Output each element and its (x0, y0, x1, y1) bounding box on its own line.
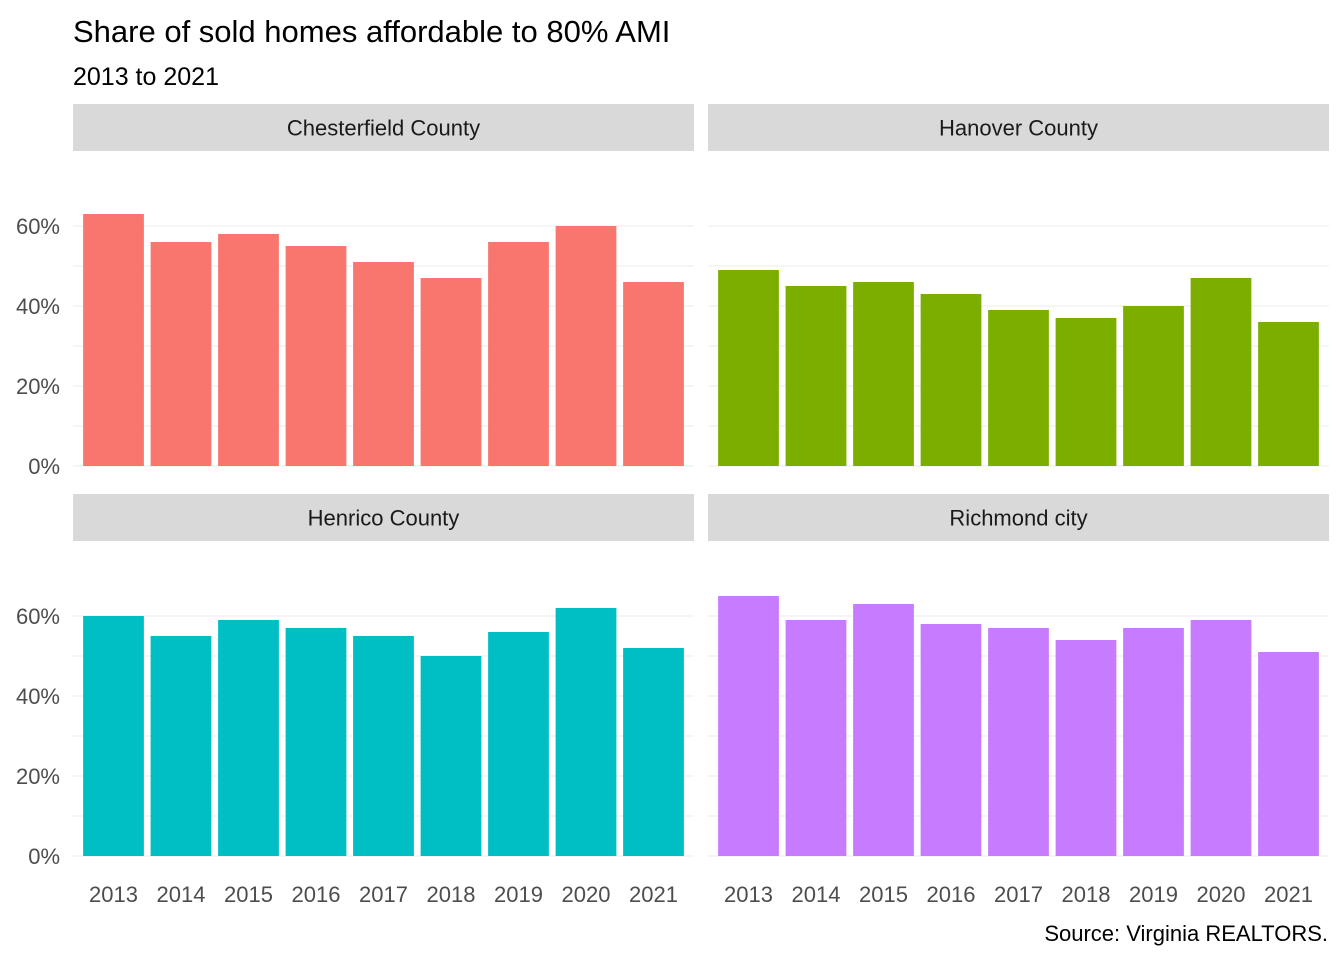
panel-chesterfield-county: Chesterfield County 0% 20% 40% 60% (16, 104, 694, 479)
bar-chesterfield-county-2020 (555, 226, 617, 466)
x-tick-label: 2018 (1062, 882, 1111, 907)
bar-richmond-city-2015 (853, 604, 914, 856)
bar-richmond-city-2019 (1123, 628, 1184, 856)
x-tick-label: 2015 (859, 882, 908, 907)
x-tick-label: 2017 (359, 882, 408, 907)
bar-hanover-county-2020 (1190, 278, 1252, 466)
y-tick-label: 60% (16, 604, 60, 629)
x-tick-label: 2021 (1264, 882, 1313, 907)
x-tick-label: 2016 (292, 882, 341, 907)
chart-caption: Source: Virginia REALTORS. (1044, 921, 1328, 946)
x-tick-label: 2021 (629, 882, 678, 907)
y-tick-label: 60% (16, 214, 60, 239)
bar-chesterfield-county-2016 (285, 246, 347, 466)
bar-hanover-county-2021 (1258, 322, 1319, 466)
y-tick-label: 20% (16, 374, 60, 399)
y-tick-label: 40% (16, 684, 60, 709)
x-tick-label: 2017 (994, 882, 1043, 907)
facet-strip-label-henrico-county: Henrico County (308, 506, 460, 531)
x-tick-label: 2013 (89, 882, 138, 907)
x-tick-label: 2020 (1197, 882, 1246, 907)
bar-henrico-county-2019 (488, 632, 549, 856)
bar-hanover-county-2014 (785, 286, 847, 466)
x-tick-label: 2019 (1129, 882, 1178, 907)
facet-strip-label-chesterfield-county: Chesterfield County (287, 116, 480, 141)
facet-strip-richmond-city (708, 494, 1329, 541)
chart-title: Share of sold homes affordable to 80% AM… (73, 14, 670, 49)
bar-henrico-county-2018 (420, 656, 482, 856)
bar-richmond-city-2017 (988, 628, 1049, 856)
bar-henrico-county-2020 (555, 608, 617, 856)
x-tick-label: 2016 (927, 882, 976, 907)
x-tick-label: 2014 (157, 882, 206, 907)
x-tick-label: 2015 (224, 882, 273, 907)
facet-strip-chesterfield-county (73, 104, 694, 151)
bar-chesterfield-county-2019 (488, 242, 549, 466)
bar-chesterfield-county-2021 (623, 282, 684, 466)
bar-chesterfield-county-2014 (150, 242, 212, 466)
bar-henrico-county-2021 (623, 648, 684, 856)
bar-henrico-county-2016 (285, 628, 347, 856)
chart-subtitle: 2013 to 2021 (73, 63, 219, 91)
x-tick-label: 2018 (427, 882, 476, 907)
y-tick-label: 0% (28, 844, 60, 869)
panel-hanover-county: Hanover County (708, 104, 1329, 467)
bar-hanover-county-2013 (718, 270, 779, 466)
y-tick-label: 0% (28, 454, 60, 479)
panel-henrico-county: Henrico County 0% 20% 40% 60% 2013 2014 2015 201… (16, 494, 694, 907)
x-tick-label: 2019 (494, 882, 543, 907)
bar-henrico-county-2015 (218, 620, 279, 856)
bar-chesterfield-county-2018 (420, 278, 482, 466)
facet-strip-label-richmond-city: Richmond city (949, 506, 1087, 531)
panel-richmond-city: Richmond city 2013 2014 2015 2016 2017 2018 201… (708, 494, 1329, 907)
bar-chesterfield-county-2013 (83, 214, 144, 466)
bar-chesterfield-county-2015 (218, 234, 279, 466)
bar-richmond-city-2013 (718, 596, 779, 856)
bar-hanover-county-2015 (853, 282, 914, 466)
bar-richmond-city-2014 (785, 620, 847, 856)
bar-richmond-city-2020 (1190, 620, 1252, 856)
y-tick-label: 40% (16, 294, 60, 319)
bar-hanover-county-2016 (920, 294, 982, 466)
bar-richmond-city-2016 (920, 624, 982, 856)
facet-strip-label-hanover-county: Hanover County (939, 116, 1098, 141)
bar-henrico-county-2017 (353, 636, 414, 856)
bar-henrico-county-2014 (150, 636, 212, 856)
bar-henrico-county-2013 (83, 616, 144, 856)
x-tick-label: 2014 (792, 882, 841, 907)
bar-hanover-county-2018 (1055, 318, 1117, 466)
bar-hanover-county-2017 (988, 310, 1049, 466)
bar-chesterfield-county-2017 (353, 262, 414, 466)
bar-hanover-county-2019 (1123, 306, 1184, 466)
facet-strip-henrico-county (73, 494, 694, 541)
facet-strip-hanover-county (708, 104, 1329, 151)
x-tick-label: 2013 (724, 882, 773, 907)
x-tick-label: 2020 (562, 882, 611, 907)
facet-panels: Chesterfield County 0% 20% 40% 60% Hanover Co… (16, 104, 1329, 907)
bar-richmond-city-2021 (1258, 652, 1319, 856)
y-tick-label: 20% (16, 764, 60, 789)
bar-richmond-city-2018 (1055, 640, 1117, 856)
